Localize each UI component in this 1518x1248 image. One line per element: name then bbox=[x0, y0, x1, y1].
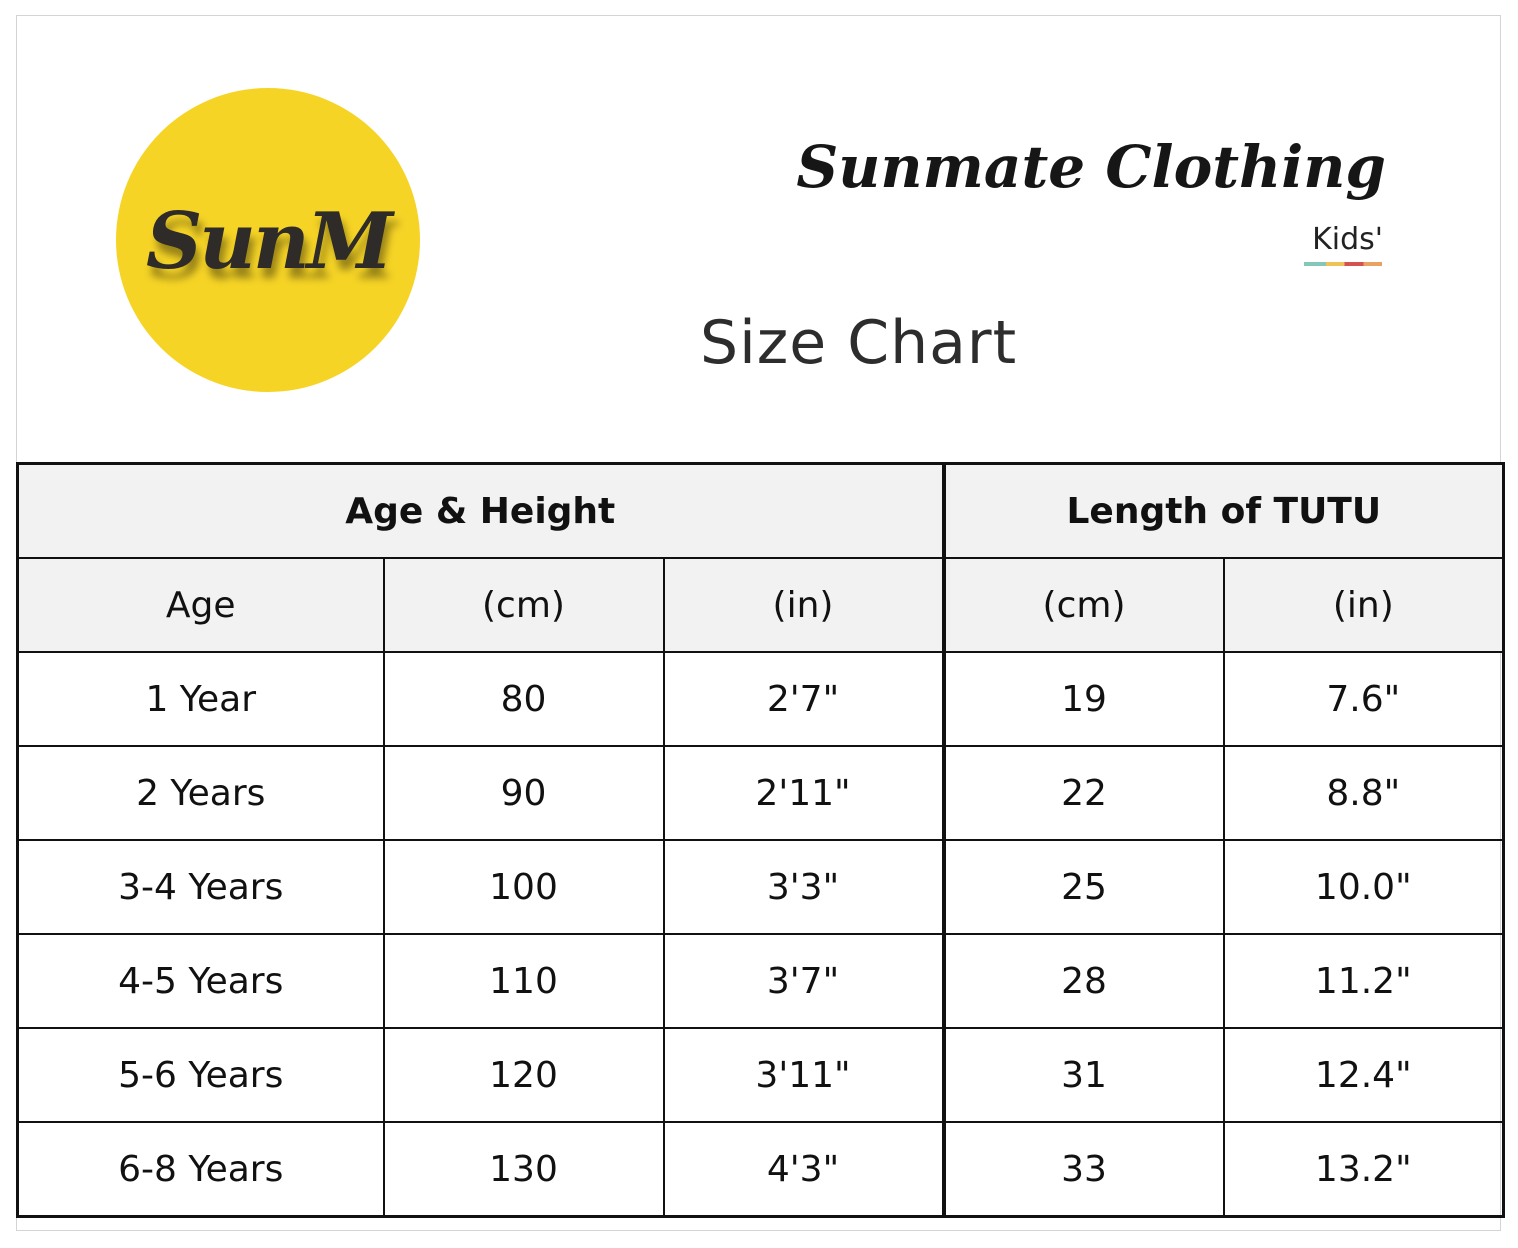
cell-age: 2 Years bbox=[16, 745, 385, 841]
page-title: Size Chart bbox=[700, 308, 1018, 378]
cell-height-cm: 100 bbox=[382, 839, 665, 935]
cell-age: 3-4 Years bbox=[16, 839, 385, 935]
cell-tutu-in: 12.4" bbox=[1222, 1027, 1505, 1123]
cell-tutu-cm: 28 bbox=[942, 933, 1225, 1029]
cell-tutu-in: 8.8" bbox=[1222, 745, 1505, 841]
cell-height-in: 2'11" bbox=[662, 745, 946, 841]
table-row: 3-4 Years 100 3'3" 25 10.0" bbox=[16, 839, 1505, 935]
cell-age: 6-8 Years bbox=[16, 1121, 385, 1218]
cell-height-cm: 130 bbox=[382, 1121, 665, 1218]
cell-tutu-cm: 19 bbox=[942, 651, 1225, 747]
column-header-height-in: (in) bbox=[662, 557, 946, 653]
cell-tutu-cm: 25 bbox=[942, 839, 1225, 935]
cell-age: 1 Year bbox=[16, 651, 385, 747]
cell-age: 5-6 Years bbox=[16, 1027, 385, 1123]
cell-height-cm: 80 bbox=[382, 651, 665, 747]
table-row: 4-5 Years 110 3'7" 28 11.2" bbox=[16, 933, 1505, 1029]
cell-height-cm: 120 bbox=[382, 1027, 665, 1123]
cell-height-in: 4'3" bbox=[662, 1121, 946, 1218]
cell-tutu-cm: 31 bbox=[942, 1027, 1225, 1123]
brand-underline bbox=[1304, 262, 1382, 266]
size-chart-table: Age & Height Length of TUTU Age (cm) (in… bbox=[16, 462, 1506, 1218]
logo-text: SunM bbox=[145, 196, 393, 287]
table-row: 5-6 Years 120 3'11" 31 12.4" bbox=[16, 1027, 1505, 1123]
table-row: 1 Year 80 2'7" 19 7.6" bbox=[16, 651, 1505, 747]
group-header-tutu-length: Length of TUTU bbox=[942, 462, 1505, 559]
column-header-height-cm: (cm) bbox=[382, 557, 665, 653]
cell-tutu-in: 13.2" bbox=[1222, 1121, 1505, 1218]
cell-tutu-cm: 33 bbox=[942, 1121, 1225, 1218]
cell-height-in: 3'3" bbox=[662, 839, 946, 935]
table-row: 6-8 Years 130 4'3" 33 13.2" bbox=[16, 1121, 1505, 1218]
group-header-row: Age & Height Length of TUTU bbox=[16, 462, 1505, 559]
logo: SunM bbox=[116, 88, 420, 392]
cell-tutu-in: 7.6" bbox=[1222, 651, 1505, 747]
group-header-age-height: Age & Height bbox=[16, 462, 946, 559]
cell-height-in: 3'11" bbox=[662, 1027, 946, 1123]
column-header-age: Age bbox=[16, 557, 385, 653]
cell-height-cm: 90 bbox=[382, 745, 665, 841]
column-header-row: Age (cm) (in) (cm) (in) bbox=[16, 557, 1505, 653]
column-header-tutu-in: (in) bbox=[1222, 557, 1505, 653]
cell-height-in: 2'7" bbox=[662, 651, 946, 747]
column-header-tutu-cm: (cm) bbox=[942, 557, 1225, 653]
brand-name: Sunmate Clothing bbox=[796, 133, 1386, 201]
cell-tutu-in: 11.2" bbox=[1222, 933, 1505, 1029]
cell-age: 4-5 Years bbox=[16, 933, 385, 1029]
cell-height-cm: 110 bbox=[382, 933, 665, 1029]
brand-subtitle: Kids' bbox=[1312, 222, 1383, 257]
cell-tutu-cm: 22 bbox=[942, 745, 1225, 841]
cell-tutu-in: 10.0" bbox=[1222, 839, 1505, 935]
table-row: 2 Years 90 2'11" 22 8.8" bbox=[16, 745, 1505, 841]
cell-height-in: 3'7" bbox=[662, 933, 946, 1029]
